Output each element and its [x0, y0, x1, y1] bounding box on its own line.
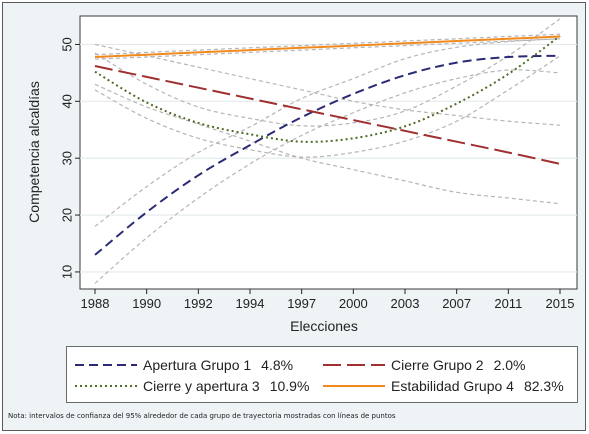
series-3-ci-low: [94, 55, 561, 158]
legend-pct: 2.0%: [493, 357, 526, 373]
y-tick-label: 10: [59, 265, 74, 279]
legend-label: Cierre Grupo 2: [391, 357, 484, 373]
x-tick-label: 2003: [391, 296, 420, 311]
x-axis: 1988 1990 1992 1994 1997 2000 2003 2007 2011 2015: [81, 289, 575, 311]
series-1-ci-high: [94, 38, 561, 227]
y-tick-label: 40: [59, 94, 74, 108]
legend-label: Estabilidad Grupo 4: [391, 378, 514, 394]
x-tick-label: 2000: [339, 296, 368, 311]
legend-item-apertura-grupo-1: Apertura Grupo 1 4.8%: [75, 356, 293, 374]
legend-label: Cierre y apertura 3: [143, 378, 260, 394]
legend-swatch-longdash: [323, 364, 385, 366]
footnote: Nota: intervalos de confianza del 95% al…: [8, 412, 396, 420]
y-tick-label: 50: [59, 37, 74, 51]
x-axis-label: Elecciones: [290, 318, 358, 334]
y-tick-label: 30: [59, 151, 74, 165]
series-2-line: [94, 65, 561, 165]
x-tick-label: 1997: [287, 296, 316, 311]
legend-swatch-dot: [75, 385, 137, 387]
x-tick-label: 2011: [494, 296, 522, 311]
series-1-line: [94, 54, 561, 256]
y-axis-label: Competencia alcaldías: [26, 81, 42, 223]
series-2-ci-high: [94, 43, 561, 126]
legend-label: Apertura Grupo 1: [143, 357, 252, 373]
series-3-ci-high: [94, 18, 561, 127]
series-lines: [94, 35, 561, 256]
x-tick-label: 1990: [132, 296, 161, 311]
x-tick-label: 1992: [184, 296, 213, 311]
legend-item-cierre-grupo-2: Cierre Grupo 2 2.0%: [323, 356, 526, 374]
legend-pct: 82.3%: [523, 378, 564, 394]
x-tick-label: 2015: [546, 296, 575, 311]
legend-item-estabilidad-grupo-4: Estabilidad Grupo 4 82.3%: [323, 377, 564, 395]
legend-item-cierre-y-apertura-3: Cierre y apertura 3 10.9%: [75, 377, 309, 395]
legend: Apertura Grupo 1 4.8% Cierre Grupo 2 2.0…: [66, 346, 578, 403]
series-4-line: [94, 35, 561, 58]
x-tick-label: 2007: [442, 296, 471, 311]
legend-swatch-solid: [323, 385, 385, 387]
chart: 10 20 30 40 50 1988 1990 1992 1994 1997 2000 2003 2…: [26, 15, 578, 334]
x-tick-label: 1988: [81, 296, 110, 311]
x-tick-label: 1994: [236, 296, 265, 311]
legend-pct: 4.8%: [261, 357, 294, 373]
legend-pct: 10.9%: [269, 378, 310, 394]
plot-area: [79, 15, 578, 290]
legend-swatch-dash: [75, 364, 137, 366]
series-4-ci-low: [94, 38, 561, 60]
y-tick-label: 20: [59, 208, 74, 222]
confidence-intervals: [94, 18, 561, 284]
series-2-ci-low: [94, 83, 561, 205]
series-4-ci-high: [94, 33, 561, 56]
series-3-line: [94, 35, 561, 143]
y-axis: 10 20 30 40 50: [59, 37, 80, 279]
